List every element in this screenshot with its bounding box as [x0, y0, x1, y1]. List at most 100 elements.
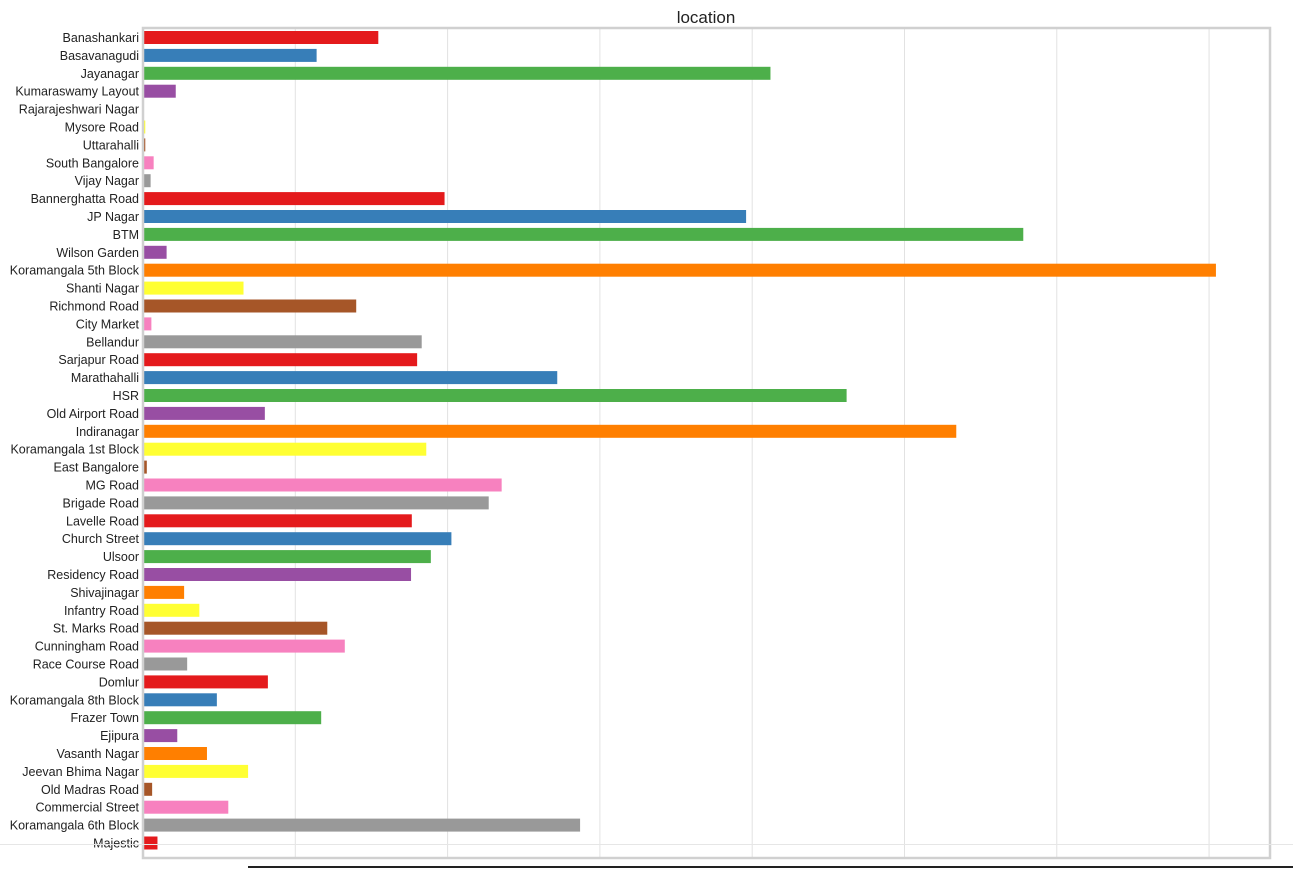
- y-tick-label: MG Road: [86, 479, 140, 493]
- y-tick-label: Shivajinagar: [70, 586, 139, 600]
- y-tick-label: Old Madras Road: [41, 783, 139, 797]
- y-tick-label: Ulsoor: [103, 550, 139, 564]
- bar: [144, 192, 445, 206]
- bar: [144, 174, 151, 188]
- bars: [144, 31, 1216, 850]
- bar: [144, 66, 771, 80]
- bar: [144, 406, 265, 420]
- bar: [144, 263, 1216, 277]
- y-tick-label: Shanti Nagar: [66, 282, 139, 296]
- bar: [144, 156, 154, 170]
- bar: [144, 120, 146, 134]
- plot-frame: [141, 26, 1272, 860]
- y-tick-label: Vijay Nagar: [75, 174, 139, 188]
- chart-title: location: [677, 8, 736, 27]
- y-tick-label: Uttarahalli: [83, 138, 139, 152]
- y-tick-label: Ejipura: [100, 729, 139, 743]
- y-tick-label: City Market: [76, 317, 140, 331]
- bar: [144, 210, 747, 223]
- y-tick-label: Lavelle Road: [66, 514, 139, 528]
- bar: [144, 138, 146, 152]
- y-tick-label: East Bangalore: [54, 461, 140, 475]
- bar: [144, 227, 1024, 241]
- y-tick-label: Frazer Town: [70, 711, 139, 725]
- y-tick-label: Infantry Road: [64, 604, 139, 618]
- y-tick-label: HSR: [113, 389, 139, 403]
- y-tick-label: Vasanth Nagar: [57, 747, 139, 761]
- bar: [144, 460, 147, 474]
- bar: [144, 675, 268, 689]
- bar: [144, 389, 847, 402]
- y-tick-label: Rajarajeshwari Nagar: [19, 103, 139, 117]
- footer-divider: [0, 844, 1293, 845]
- y-tick-label: Koramangala 1st Block: [10, 443, 139, 457]
- y-tick-label: JP Nagar: [87, 210, 139, 224]
- y-tick-label: Koramangala 5th Block: [10, 264, 140, 278]
- bar: [144, 371, 558, 385]
- y-tick-label: Residency Road: [47, 568, 139, 582]
- bar: [144, 621, 328, 635]
- bar: [144, 299, 357, 313]
- bar: [144, 568, 412, 581]
- y-tick-label: Bellandur: [86, 335, 139, 349]
- y-tick-label: Church Street: [62, 532, 140, 546]
- y-tick-label: St. Marks Road: [53, 622, 139, 636]
- y-tick-label: Old Airport Road: [47, 407, 139, 421]
- y-tick-label: BTM: [113, 228, 139, 242]
- bar: [144, 442, 427, 456]
- bar: [144, 335, 422, 349]
- footer-rule: [248, 866, 1293, 868]
- y-tick-label: Bannerghatta Road: [31, 192, 139, 206]
- bar: [144, 478, 502, 492]
- bar: [144, 84, 176, 98]
- y-tick-label: Sarjapur Road: [58, 353, 139, 367]
- bar: [144, 550, 431, 564]
- y-tick-label: Mysore Road: [65, 121, 139, 135]
- y-tick-label: Marathahalli: [71, 371, 139, 385]
- bar: [144, 585, 185, 599]
- y-tick-label: Koramangala 6th Block: [10, 819, 140, 833]
- y-tick-label: Basavanagudi: [60, 49, 139, 63]
- bar: [144, 603, 200, 617]
- bar: [144, 729, 178, 743]
- bar: [144, 693, 217, 707]
- y-axis-labels: Banashankari Basavanagudi Jayanagar Kumaras…: [10, 31, 140, 851]
- y-tick-label: Commercial Street: [36, 801, 140, 815]
- bar: [144, 747, 207, 760]
- y-tick-label: Indiranagar: [76, 425, 139, 439]
- bar: [144, 800, 229, 814]
- y-tick-label: Majestic: [93, 837, 139, 851]
- bar: [144, 245, 167, 259]
- bar: [144, 657, 188, 671]
- y-tick-label: Koramangala 8th Block: [10, 693, 140, 707]
- bar: [144, 639, 345, 653]
- y-tick-label: Domlur: [99, 675, 139, 689]
- y-tick-label: Wilson Garden: [56, 246, 139, 260]
- bar: [144, 818, 581, 832]
- bar: [144, 496, 489, 510]
- y-tick-label: Race Course Road: [33, 658, 139, 672]
- y-tick-label: Cunningham Road: [35, 640, 139, 654]
- y-tick-label: Brigade Road: [63, 496, 139, 510]
- bar: [144, 31, 379, 44]
- bar: [144, 782, 153, 796]
- bar: [144, 317, 152, 331]
- bar: [144, 836, 158, 850]
- y-tick-label: Jayanagar: [81, 67, 139, 81]
- bar: [144, 514, 412, 528]
- bar: [144, 532, 452, 546]
- y-tick-label: Kumaraswamy Layout: [15, 85, 139, 99]
- gridlines: [294, 28, 1210, 858]
- bar: [144, 764, 249, 778]
- bar: [144, 48, 317, 62]
- bar: [144, 711, 322, 725]
- y-tick-label: Richmond Road: [49, 300, 139, 314]
- y-tick-label: Banashankari: [63, 31, 139, 45]
- y-tick-label: Jeevan Bhima Nagar: [22, 765, 139, 779]
- bar: [144, 281, 244, 295]
- bar: [144, 353, 418, 367]
- bar: [144, 424, 957, 438]
- y-tick-label: South Bangalore: [46, 156, 139, 170]
